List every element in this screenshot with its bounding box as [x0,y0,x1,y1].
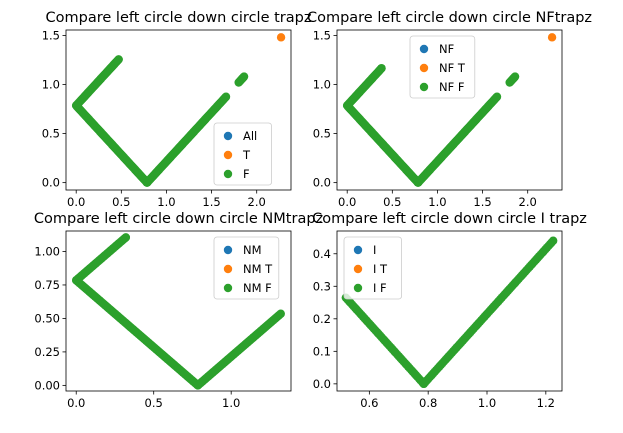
legend-label: NF [439,42,454,56]
legend: All TF [213,122,272,186]
legend-marker [223,169,233,179]
y-tick-label: 0.0 [313,377,331,391]
y-tick-label: 1.5 [313,28,331,42]
x-tick-label: 0.5 [112,195,130,209]
y-tick-label: 0.25 [34,345,60,359]
axes-frame [336,29,563,191]
legend-marker [419,44,429,54]
legend-label: T [242,148,251,162]
y-tick-label: 0.75 [34,278,60,292]
series-nm-f [72,233,285,390]
data-point [276,33,286,42]
subplot-trapz: Compare left circle down circle trapz 0.… [42,10,312,209]
x-tick-label: 1.2 [537,396,555,410]
x-tick-label: 2.0 [248,195,266,209]
subplot-nftrapz: Compare left circle down circle NFtrapz … [307,10,592,209]
y-tick-label: 0.50 [34,311,60,325]
legend: NF NF T NF F [409,35,476,99]
legend-marker [353,264,363,274]
series-t [276,33,286,42]
x-tick-label: 1.5 [473,195,491,209]
plot-area [71,33,286,187]
x-tick-label: 2.0 [519,195,537,209]
x-tick-label: 0.5 [383,195,401,209]
series-f [71,55,249,187]
legend-label: I [373,243,376,257]
legend-label: NM T [243,262,273,276]
legend-marker [419,63,429,73]
legend-marker [353,245,363,255]
y-tick-label: 1.00 [34,244,60,258]
data-point [239,72,249,81]
x-tick-label: 0.8 [419,396,437,410]
axes-frame [65,230,292,392]
subplot-nmtrapz: Compare left circle down circle NMtrapz … [34,211,323,410]
x-tick-label: 1.5 [202,195,220,209]
y-tick-label: 0.2 [313,312,331,326]
y-tick-label: 1.0 [313,77,331,91]
x-tick-label: 0.6 [360,396,378,410]
data-point [276,309,285,318]
legend-label: NM [243,243,262,257]
x-tick-label: 1.0 [478,396,496,410]
legend-marker [353,283,363,293]
data-point [377,64,386,73]
subplot-title: Compare left circle down circle NFtrapz [307,10,592,26]
data-point [121,233,131,242]
legend: NM NM T NM F [213,236,280,300]
x-tick-label: 1.0 [222,396,240,410]
subplot-title: Compare left circle down circle I trapz [312,211,587,227]
y-tick-label: 1.0 [42,77,60,91]
legend-label: I T [373,262,388,276]
legend-marker [223,264,233,274]
y-tick-label: 0.3 [313,279,331,293]
y-tick-label: 0.0 [42,176,60,190]
data-point [548,236,558,245]
axes-frame [65,29,292,191]
legend: I I T I F [343,236,402,300]
y-tick-label: 0.0 [313,176,331,190]
y-tick-label: 0.1 [313,344,331,358]
x-tick-label: 1.0 [428,195,446,209]
legend-label: NF T [439,61,466,75]
legend-marker [223,283,233,293]
series-nf-f [342,64,520,187]
data-point [510,72,520,81]
y-tick-label: 0.5 [42,127,60,141]
y-tick-label: 0.00 [34,378,60,392]
series-nf-t [547,33,557,42]
plot-area [342,33,557,187]
legend-label: NM F [243,281,272,295]
y-tick-label: 0.5 [313,127,331,141]
legend-label: NF F [439,80,465,94]
legend-label: F [243,167,250,181]
legend-label: All [243,129,257,143]
plot-area [72,233,285,390]
data-point [114,55,123,64]
x-tick-label: 0.5 [145,396,163,410]
subplot-title: Compare left circle down circle trapz [46,10,312,26]
data-point [221,92,231,101]
subplot-title: Compare left circle down circle NMtrapz [34,211,323,227]
legend-marker [223,245,233,255]
axes-frame [336,230,563,392]
legend-marker [223,131,233,141]
legend-marker [223,150,233,160]
data-point [492,92,502,101]
data-point [547,33,557,42]
y-tick-label: 1.5 [42,28,60,42]
x-tick-label: 1.0 [157,195,175,209]
x-tick-label: 0.0 [338,195,356,209]
y-tick-label: 0.4 [313,247,331,261]
x-tick-label: 0.0 [67,396,85,410]
legend-marker [419,82,429,92]
x-tick-label: 0.0 [67,195,85,209]
subplot-i-trapz: Compare left circle down circle I trapz … [312,211,587,410]
legend-label: I F [373,281,387,295]
